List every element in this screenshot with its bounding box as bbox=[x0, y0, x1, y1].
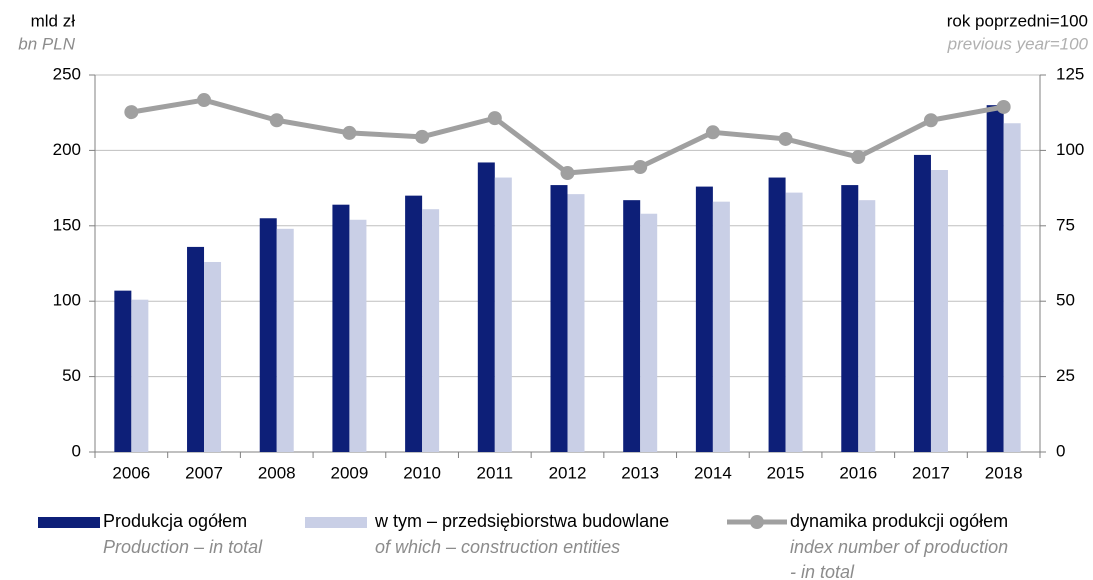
line-marker bbox=[269, 113, 284, 128]
y2-label-en: previous year=100 bbox=[947, 34, 1089, 53]
y-label-en: bn PLN bbox=[18, 34, 75, 53]
x-tick-label: 2011 bbox=[477, 463, 514, 482]
legend-label-en: of which – construction entities bbox=[375, 537, 620, 557]
bar bbox=[332, 204, 350, 452]
bar bbox=[349, 219, 367, 452]
x-tick-label: 2010 bbox=[403, 463, 441, 482]
legend-label-en: Production – in total bbox=[103, 537, 263, 557]
line-marker bbox=[197, 93, 212, 108]
bar bbox=[187, 246, 205, 452]
line-marker bbox=[124, 105, 139, 120]
x-tick-label: 2017 bbox=[912, 463, 950, 482]
x-tick-label: 2007 bbox=[185, 463, 223, 482]
y2-tick-label: 50 bbox=[1056, 291, 1075, 310]
y2-tick-label: 125 bbox=[1056, 64, 1084, 83]
bar bbox=[405, 195, 423, 452]
bar bbox=[695, 186, 713, 453]
line-marker bbox=[851, 150, 866, 165]
bar bbox=[422, 209, 440, 452]
line-marker bbox=[923, 113, 938, 128]
bar bbox=[768, 177, 786, 452]
line-marker bbox=[633, 159, 648, 174]
bar bbox=[1003, 123, 1021, 453]
line-marker bbox=[487, 111, 502, 126]
legend-label-en: index number of production bbox=[790, 537, 1008, 557]
bar bbox=[841, 185, 859, 453]
line-marker bbox=[560, 166, 575, 181]
y-label: mld zł bbox=[31, 11, 76, 30]
y2-tick-label: 25 bbox=[1056, 366, 1075, 385]
bar bbox=[494, 177, 512, 452]
legend-swatch-marker bbox=[750, 515, 764, 529]
bar bbox=[567, 194, 585, 452]
y-tick-label: 0 bbox=[72, 441, 81, 460]
line-marker bbox=[778, 131, 793, 146]
x-tick-label: 2014 bbox=[694, 463, 732, 482]
x-tick-label: 2006 bbox=[112, 463, 150, 482]
y2-label: rok poprzedni=100 bbox=[947, 11, 1088, 30]
bar bbox=[259, 218, 277, 452]
x-tick-label: 2013 bbox=[621, 463, 659, 482]
line-marker bbox=[705, 125, 720, 140]
x-tick-label: 2016 bbox=[839, 463, 877, 482]
bar bbox=[930, 170, 948, 452]
line-marker bbox=[415, 129, 430, 144]
bar bbox=[858, 200, 876, 452]
bar bbox=[276, 228, 294, 452]
y-tick-label: 200 bbox=[53, 140, 81, 159]
legend-label-en: - in total bbox=[790, 562, 855, 580]
line bbox=[130, 97, 1005, 176]
legend-swatch bbox=[38, 517, 100, 528]
bar bbox=[785, 192, 803, 452]
bar bbox=[640, 213, 658, 452]
bar bbox=[550, 185, 568, 453]
bar bbox=[477, 162, 495, 453]
x-tick-label: 2015 bbox=[767, 463, 805, 482]
y2-tick-label: 0 bbox=[1056, 441, 1065, 460]
x-tick-label: 2008 bbox=[258, 463, 296, 482]
legend-label: Produkcja ogółem bbox=[103, 511, 247, 531]
x-tick-label: 2018 bbox=[985, 463, 1023, 482]
legend-label: dynamika produkcji ogółem bbox=[790, 511, 1008, 531]
y2-tick-label: 100 bbox=[1056, 140, 1084, 159]
line-marker bbox=[996, 99, 1011, 114]
legend-swatch bbox=[305, 517, 367, 528]
legend-label: w tym – przedsiębiorstwa budowlane bbox=[374, 511, 669, 531]
bar bbox=[986, 105, 1004, 452]
y-tick-label: 100 bbox=[53, 291, 81, 310]
bar bbox=[712, 201, 730, 452]
x-tick-label: 2009 bbox=[331, 463, 369, 482]
bar bbox=[913, 154, 931, 452]
bar bbox=[204, 261, 222, 452]
line-marker bbox=[342, 125, 357, 140]
x-tick-label: 2012 bbox=[549, 463, 587, 482]
y-tick-label: 50 bbox=[62, 366, 81, 385]
bar bbox=[114, 290, 132, 452]
bar bbox=[131, 299, 149, 452]
y-tick-label: 150 bbox=[53, 215, 81, 234]
bar bbox=[623, 200, 641, 452]
y-tick-label: 250 bbox=[53, 64, 81, 83]
y2-tick-label: 75 bbox=[1056, 215, 1075, 234]
